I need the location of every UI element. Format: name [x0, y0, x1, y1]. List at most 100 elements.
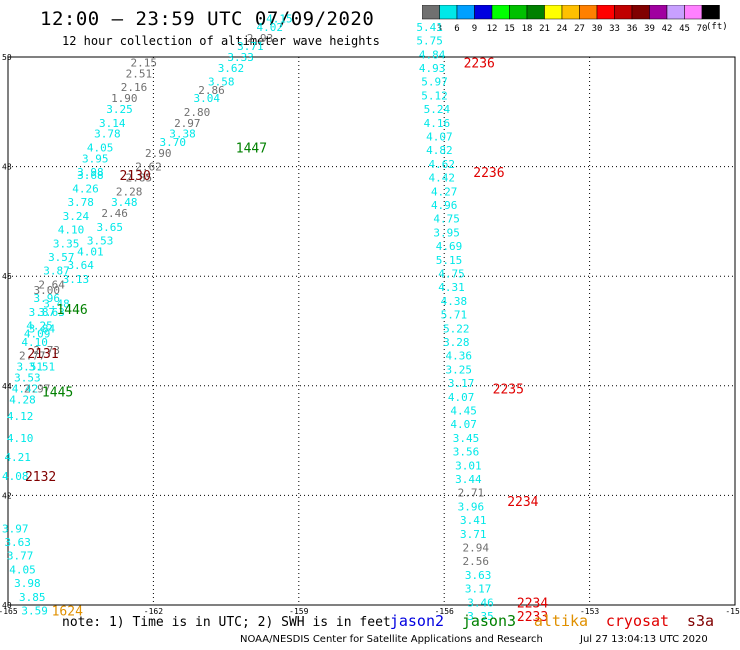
swh-value: 4.28	[9, 394, 36, 407]
swh-value: 3.70	[160, 136, 187, 149]
swh-value: 3.17	[448, 377, 475, 390]
swh-value: 5.22	[443, 322, 470, 335]
swh-value: 4.45	[450, 404, 477, 417]
pass-time-label: 2236	[464, 56, 495, 71]
swh-value: 2.73	[34, 344, 61, 357]
colorbar-label: 27	[574, 24, 585, 34]
swh-value: 3.56	[453, 446, 480, 459]
swh-value: 3.57	[48, 251, 75, 264]
swh-value: 4.05	[9, 563, 36, 576]
swh-value: 1.90	[111, 92, 138, 105]
chart-subtitle: 12 hour collection of altimeter wave hei…	[62, 34, 380, 48]
swh-value: 3.13	[63, 273, 90, 286]
swh-value: 3.78	[67, 196, 94, 209]
x-tick-label: -156	[435, 607, 454, 616]
swh-value: 4.31	[438, 281, 465, 294]
swh-value: 3.53	[14, 372, 41, 385]
generated-timestamp: Jul 27 13:04:13 UTC 2020	[580, 634, 708, 645]
swh-value: 3.58	[208, 76, 235, 89]
swh-value: 3.35	[53, 237, 80, 250]
swh-value: 3.25	[445, 363, 472, 376]
swh-value: 3.84	[29, 322, 56, 335]
swh-value: 2.64	[38, 278, 65, 291]
swh-value: 3.97	[2, 522, 29, 535]
x-tick-label: -162	[144, 607, 163, 616]
colorbar-label: 24	[557, 24, 568, 34]
swh-value: 5.97	[421, 76, 448, 89]
swh-value: 4.02	[256, 21, 283, 34]
pass-time-label: 2130	[119, 169, 150, 184]
swh-value: 4.10	[7, 432, 34, 445]
swh-value: 3.78	[94, 128, 121, 141]
swh-value: 5.75	[416, 35, 443, 48]
swh-value: 2.56	[462, 555, 489, 568]
swh-value: 3.63	[4, 536, 31, 549]
pass-time-label: 1447	[236, 141, 267, 156]
swh-value: 2.71	[458, 487, 485, 500]
swh-value: 3.24	[63, 210, 90, 223]
swh-value: 3.87	[29, 306, 56, 319]
swh-value: 2.94	[462, 541, 489, 554]
swh-value: 3.00	[34, 284, 61, 297]
swh-value: 4.08	[2, 470, 29, 483]
swh-value: 3.17	[465, 583, 492, 596]
swh-value: 2.62	[135, 161, 162, 174]
swh-value: 4.82	[426, 144, 453, 157]
swh-value: 3.14	[99, 117, 126, 130]
swh-value: 3.28	[443, 336, 470, 349]
y-tick-label: 40	[2, 601, 12, 610]
swh-value: 4.07	[450, 418, 477, 431]
colorbar-label: 21	[539, 24, 550, 34]
x-tick-label: -150	[725, 607, 740, 616]
pass-time-label: 1624	[52, 604, 83, 619]
swh-value: 3.63	[465, 569, 492, 582]
colorbar-label: 18	[522, 24, 533, 34]
legend-s3a: s3a	[686, 612, 715, 630]
swh-value: 3.63	[38, 306, 65, 319]
swh-value: 3.96	[458, 500, 485, 513]
swh-value: 4.10	[58, 224, 85, 237]
colorbar-units: (ft)	[706, 22, 728, 32]
swh-value: 3.98	[77, 166, 104, 179]
x-tick-label: -165	[0, 607, 18, 616]
swh-value: 4.21	[4, 451, 31, 464]
pass-time-label: 2235	[493, 383, 524, 398]
colorbar: 3 6 9 12 15 18 21 24 27 30 33 36 39 42 45 70	[422, 5, 720, 34]
pass-time-label: 2132	[25, 470, 56, 485]
swh-value: 4.42	[12, 383, 39, 396]
swh-value: 3.51	[17, 361, 44, 374]
swh-value: 3.68	[77, 169, 104, 182]
pass-time-label: 2234	[507, 495, 538, 510]
swh-value: 5.71	[441, 309, 468, 322]
legend-altika: altika	[533, 612, 589, 630]
swh-value: 4.75	[433, 213, 460, 226]
swh-value: 4.38	[441, 295, 468, 308]
pass-time-label: 2131	[27, 347, 58, 362]
swh-value: 4.42	[429, 172, 456, 185]
swh-value: 5.24	[424, 103, 451, 116]
legend-cryosat: cryosat	[605, 612, 670, 630]
pass-time-label: 1446	[56, 303, 87, 318]
swh-value: 5.15	[436, 254, 463, 267]
swh-value: 2.51	[126, 67, 153, 80]
swh-value: 2.97	[24, 383, 51, 396]
swh-value: 2.46	[101, 207, 128, 220]
y-tick-label: 46	[2, 272, 12, 281]
swh-value: 4.27	[431, 185, 458, 198]
colorbar-label: 45	[679, 24, 690, 34]
swh-value: 3.65	[97, 221, 124, 234]
swh-value: 3.96	[34, 292, 61, 305]
swh-value: 3.87	[43, 265, 70, 278]
swh-value: 4.01	[77, 246, 104, 259]
colorbar-label: 36	[627, 24, 638, 34]
pass-time-label: 2234	[517, 596, 548, 611]
swh-value: 2.85	[126, 172, 153, 185]
swh-value: 3.71	[237, 40, 264, 53]
swh-value: 2.16	[121, 81, 148, 94]
swh-value: 2.28	[116, 185, 143, 198]
y-tick-label: 42	[2, 491, 12, 500]
swh-value: 3.62	[218, 62, 245, 75]
swh-value: 4.25	[26, 320, 53, 333]
colorbar-label: 33	[609, 24, 620, 34]
